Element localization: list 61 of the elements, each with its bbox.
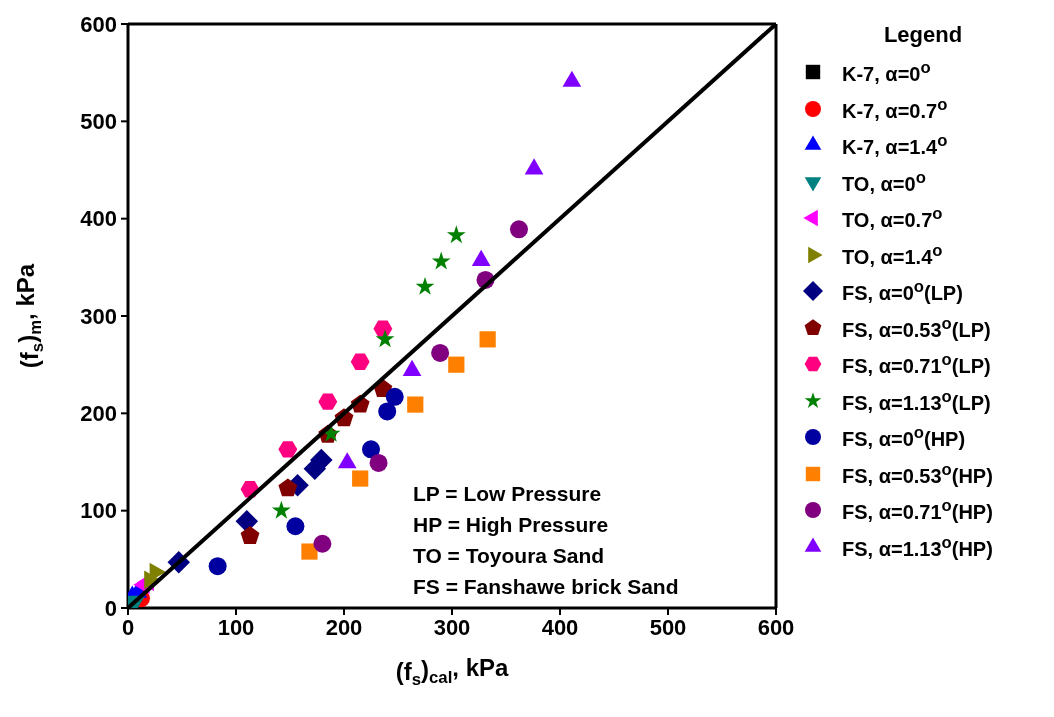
legend-label: FS, α=0.71$^{o}$(LP) [842,350,991,379]
point [562,70,582,87]
point [431,343,450,362]
point [448,356,465,373]
point [278,478,298,497]
legend-label: TO, α=1.4$^{o}$ [842,240,943,269]
x-axis-title: (f$_{s}$)$_{cal}$, kPa [395,653,509,690]
y-tick-label: 100 [80,498,117,524]
point [375,329,395,348]
legend-label: FS, α=1.13$^{o}$(HP) [842,532,993,561]
point [369,453,388,472]
y-tick-label: 500 [80,109,117,135]
legend-label: K-7, α=0$^{o}$ [842,58,931,87]
point [385,387,404,406]
legend-label: FS, α=0.53$^{o}$(HP) [842,459,993,488]
legend-label: FS, α=0$^{o}$(HP) [842,423,966,452]
y-tick-label: 200 [80,401,117,427]
x-tick-label: 500 [649,614,687,640]
annotation: HP = High Pressure [413,512,610,538]
point [431,251,451,270]
point [313,534,332,553]
legend-label: FS, α=0.53$^{o}$(LP) [842,313,991,342]
point [350,353,370,370]
legend-label: FS, α=0.71$^{o}$(HP) [842,496,993,525]
point [352,470,369,487]
annotation: FS = Fanshawe brick Sand [413,574,679,600]
y-tick-label: 300 [80,303,117,329]
x-tick-label: 100 [217,614,255,640]
legend-label: TO, α=0$^{o}$ [842,167,926,196]
point [208,557,227,576]
legend-label: FS, α=0$^{o}$(LP) [842,277,963,306]
point [286,517,305,536]
point [524,158,544,175]
point [240,526,260,544]
y-tick-label: 400 [80,206,117,232]
annotation: TO = Toyoura Sand [413,543,606,569]
legend-label: K-7, α=0.7$^{o}$ [842,94,948,123]
y-tick-label: 600 [80,11,117,37]
point [278,441,298,458]
legend-label: K-7, α=1.4$^{o}$ [842,131,948,160]
legend-label: TO, α=0.7$^{o}$ [842,204,943,233]
y-tick-label: 0 [104,595,117,621]
legend-title: Legend [882,22,964,48]
point [301,543,318,560]
point [235,510,259,533]
x-tick-label: 300 [433,614,471,640]
annotation: LP = Low Pressure [413,481,603,507]
point [509,220,528,239]
point [479,331,496,348]
point [446,225,466,244]
point [271,500,291,519]
point [378,402,397,421]
x-tick-label: 0 [121,614,135,640]
point [407,396,424,413]
x-tick-label: 200 [325,614,363,640]
x-tick-label: 600 [757,614,795,640]
point [415,276,435,295]
x-tick-label: 400 [541,614,579,640]
point [318,393,338,410]
point [362,440,380,459]
legend-label: FS, α=1.13$^{o}$(LP) [842,386,991,415]
